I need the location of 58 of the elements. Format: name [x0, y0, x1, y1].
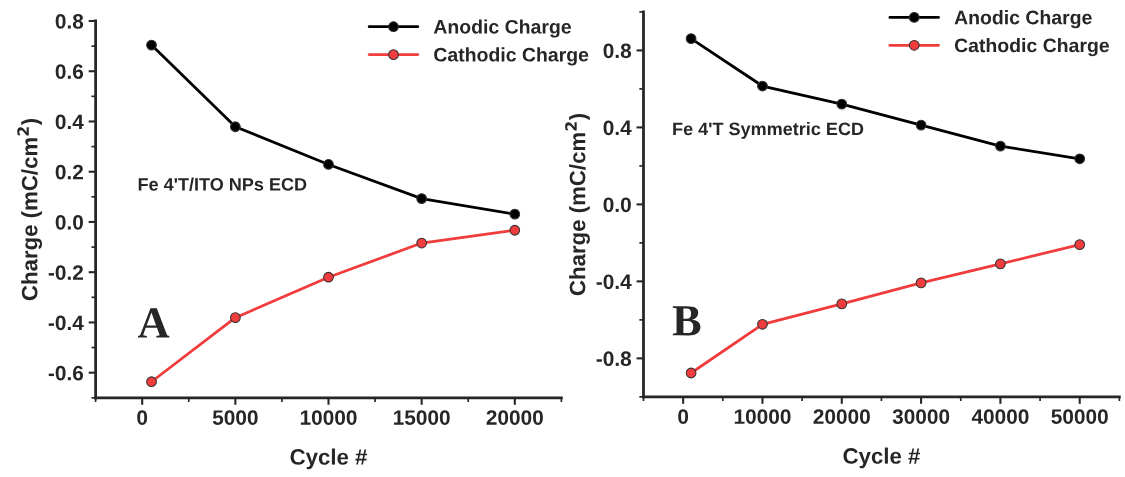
- y-tick-label: 0.6: [55, 64, 84, 79]
- y-tick-label: 0.0: [603, 197, 631, 213]
- point: [757, 318, 768, 330]
- y-tick-label: 0.4: [603, 120, 632, 136]
- legend-label: Cathodic Charge: [954, 38, 1109, 57]
- point: [416, 193, 428, 204]
- point: [229, 121, 241, 133]
- point: [229, 312, 241, 324]
- y-axis-title: Charge (mC/cm$^{2}$): [17, 118, 43, 301]
- point: [757, 80, 768, 92]
- point: [509, 224, 521, 236]
- x-axis-title: Cycle #: [843, 447, 920, 469]
- x-tick-label: 10000: [734, 409, 791, 424]
- point: [685, 33, 697, 45]
- x-tick-label: 0: [678, 409, 689, 424]
- y-tick-label: -0.6: [48, 365, 84, 381]
- x-tick-label: 0: [137, 410, 148, 425]
- point: [146, 39, 157, 51]
- point: [836, 298, 848, 310]
- x-tick-label: 20000: [813, 409, 870, 424]
- annotation: Fe 4'T Symmetric ECD: [673, 122, 864, 139]
- x-axis-title: Cycle #: [290, 448, 368, 470]
- point: [323, 271, 334, 283]
- legend-label: Anodic Charge: [954, 10, 1092, 29]
- y-tick-label: 0.2: [55, 164, 83, 180]
- y-axis-title: Charge (mC/cm$^{2}$): [565, 113, 590, 296]
- point: [323, 159, 334, 170]
- x-tick-label: 10000: [300, 410, 357, 425]
- x-tick-label: 15000: [394, 410, 450, 425]
- y-tick-label: 0.4: [55, 114, 84, 130]
- point: [1074, 239, 1086, 250]
- annotation: B: [672, 306, 701, 336]
- x-tick-label: 40000: [971, 409, 1029, 424]
- point: [685, 367, 697, 379]
- y-tick-label: 0.0: [55, 214, 83, 230]
- y-tick-label: -0.8: [596, 351, 632, 367]
- x-tick-label: 5000: [212, 410, 258, 425]
- y-tick-label: 0.8: [55, 13, 84, 29]
- point: [146, 376, 157, 388]
- x-tick-label: 30000: [892, 409, 950, 424]
- legend-label: Cathodic Charge: [434, 47, 589, 66]
- point: [995, 258, 1006, 270]
- legend-label: Anodic Charge: [433, 19, 571, 38]
- annotation: A: [137, 308, 170, 338]
- point: [995, 140, 1006, 152]
- y-tick-label: -0.4: [48, 315, 84, 331]
- x-tick-label: 20000: [486, 410, 543, 425]
- point: [915, 119, 927, 131]
- y-tick-label: 0.8: [603, 43, 632, 59]
- point: [509, 208, 521, 220]
- x-tick-label: 50000: [1051, 409, 1108, 424]
- point: [836, 98, 848, 110]
- y-tick-label: -0.2: [48, 265, 83, 280]
- annotation: Fe 4'T/ITO NPs ECD: [138, 177, 307, 191]
- point: [416, 237, 428, 249]
- point: [915, 277, 927, 289]
- point: [1074, 153, 1086, 165]
- y-tick-label: -0.4: [596, 274, 632, 290]
